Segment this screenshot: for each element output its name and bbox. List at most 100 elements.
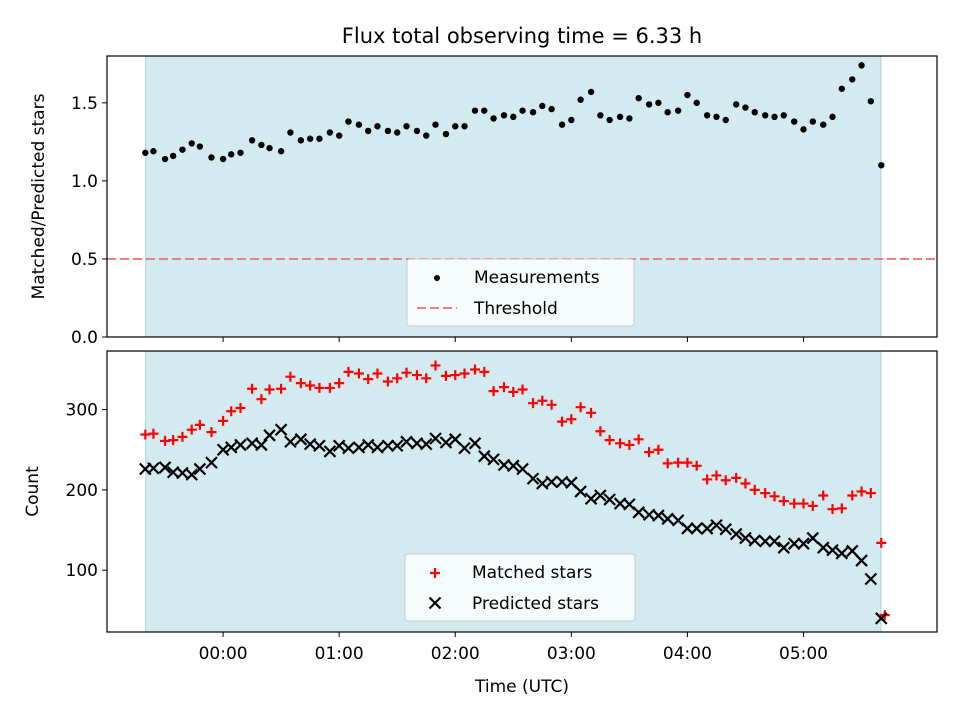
predicted-star-point [147, 461, 160, 475]
matched-star-point [807, 500, 818, 511]
predicted-star-point [545, 475, 558, 489]
measurement-point [188, 140, 195, 147]
matched-star-point [256, 394, 267, 405]
predicted-star-point [361, 438, 375, 452]
legend-marker-predicted [428, 596, 442, 610]
matched-star-point [479, 366, 490, 377]
matched-star-point [276, 383, 287, 394]
matched-star-point [760, 488, 771, 499]
measurement-point [161, 155, 169, 163]
predicted-star-point [323, 445, 337, 458]
y-tick-label: 300 [66, 401, 98, 421]
matched-star-point [343, 366, 354, 377]
predicted-star-point [284, 435, 297, 449]
matched-star-point [508, 386, 519, 397]
predicted-star-point [158, 461, 172, 474]
predicted-star-point [875, 612, 888, 625]
y-tick-label: 1.0 [71, 172, 98, 192]
x-tick-label: 01:00 [315, 644, 364, 664]
measurement-point [791, 118, 798, 125]
predicted-star-point [574, 485, 587, 498]
measurement-point [150, 148, 157, 155]
predicted-star-point [439, 436, 453, 449]
predicted-star-point [710, 518, 723, 532]
matched-star-point [148, 428, 159, 439]
matched-star-point [218, 415, 229, 426]
measurement-point [800, 126, 807, 133]
matched-star-point [836, 503, 847, 514]
y-axis-label: Matched/Predicted stars [29, 93, 49, 299]
matched-star-point [557, 416, 568, 427]
measurement-point [442, 130, 450, 138]
matched-star-point [546, 399, 557, 410]
matched-star-point [194, 419, 205, 430]
measurement-point [355, 121, 363, 128]
matched-star-point [818, 490, 829, 501]
measurement-point [266, 144, 273, 152]
ratio-panel: 0.0 0.5 1.0 1.5 Matched/Predicted stars Measu… [29, 55, 938, 348]
predicted-star-point [419, 437, 433, 451]
predicted-star-point [352, 441, 366, 454]
predicted-star-point [477, 449, 491, 463]
chart-title: Flux total observing time = 6.33 h [342, 24, 702, 48]
matched-star-point [604, 435, 615, 446]
predicted-star-point [806, 531, 820, 545]
predicted-star-point [855, 554, 868, 567]
predicted-star-point [193, 462, 207, 476]
matched-star-point [586, 407, 597, 418]
measurement-point [558, 121, 566, 128]
y-axis-label: Count [23, 466, 43, 517]
measurement-point [335, 132, 343, 139]
matched-star-point [459, 368, 470, 379]
measurement-point [751, 109, 758, 116]
y-tick-label: 0.5 [71, 250, 98, 270]
matched-star-point [353, 368, 364, 379]
predicted-star-point [777, 541, 791, 554]
legend-label: Threshold [473, 299, 558, 319]
matched-star-point [247, 383, 258, 394]
matched-star-point [720, 475, 731, 486]
predicted-star-point [835, 547, 849, 560]
measurement-point [219, 155, 227, 163]
predicted-star-point [758, 534, 772, 548]
measurement-point [461, 123, 468, 130]
measurement-point [878, 162, 885, 169]
matched-star-point [615, 438, 626, 449]
matched-star-point [740, 478, 751, 489]
legend-box [404, 553, 636, 622]
measurement-point [722, 116, 729, 124]
measurement-point [258, 141, 265, 149]
predicted-star-point [594, 489, 607, 502]
predicted-star-point [294, 433, 308, 446]
predicted-star-point [313, 439, 326, 453]
matched-star-point [691, 460, 702, 471]
predicted-star-point [185, 468, 199, 481]
predicted-star-point [748, 534, 762, 547]
matched-star-point [499, 382, 510, 393]
matched-star-point [285, 371, 296, 382]
legend-label: Predicted stars [472, 594, 599, 614]
predicted-star-point [652, 509, 665, 522]
measurement-point [587, 88, 595, 96]
measurement-point [297, 137, 305, 144]
x-axis-label: Time (UTC) [474, 677, 569, 697]
matched-star-point [856, 486, 867, 497]
predicted-star-point [797, 537, 810, 550]
y-tick-label: 1.5 [71, 94, 98, 114]
measurement-point [858, 62, 865, 69]
measurement-point [867, 98, 875, 105]
predicted-star-point [681, 522, 694, 535]
measurement-point [655, 99, 662, 107]
matched-star-point [517, 384, 528, 395]
predicted-star-point [816, 541, 830, 554]
matched-star-point [440, 370, 451, 381]
matched-star-point [363, 374, 374, 385]
measurement-point [471, 107, 479, 114]
axes-frame [106, 55, 938, 338]
measurement-point [423, 132, 430, 139]
measurement-point [413, 127, 421, 135]
measurement-point [345, 118, 352, 125]
matched-star-point [314, 382, 325, 393]
measurement-point [277, 148, 285, 155]
predicted-star-point [719, 522, 733, 536]
